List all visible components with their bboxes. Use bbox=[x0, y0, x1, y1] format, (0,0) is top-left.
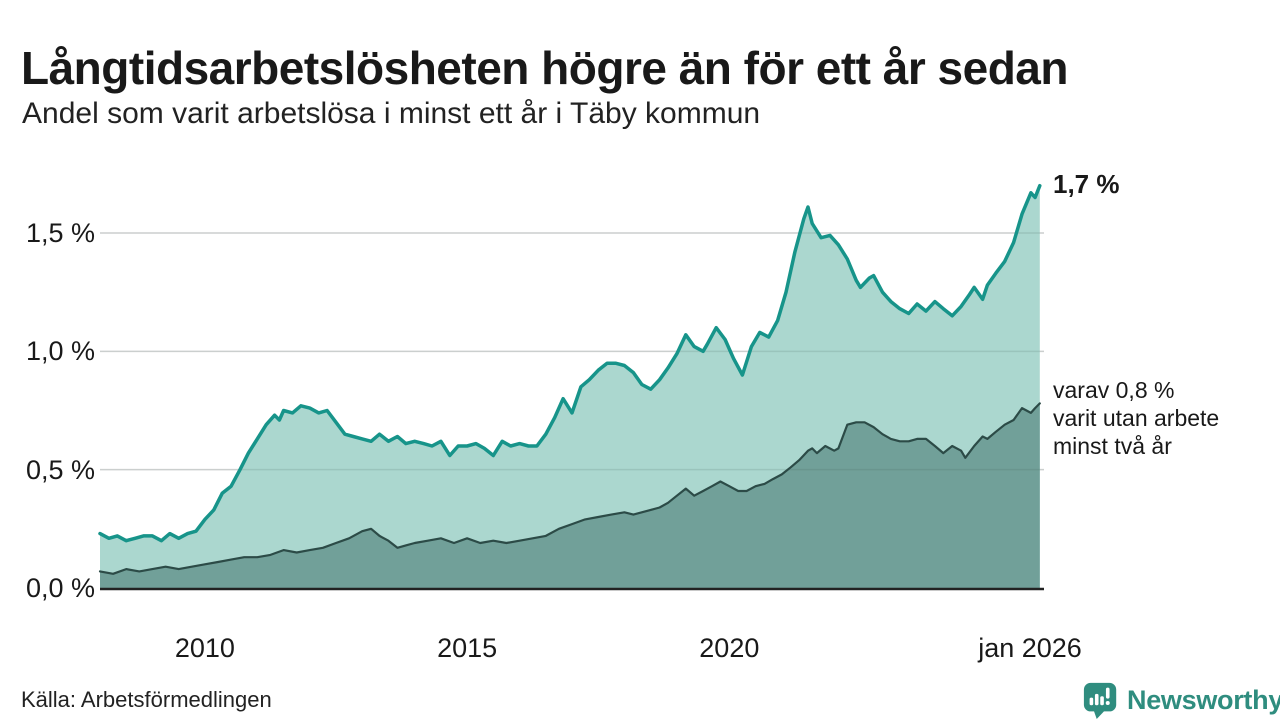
secondary-series-annotation: varav 0,8 % varit utan arbete minst två … bbox=[1053, 376, 1219, 460]
series-minst-tva-ar-area bbox=[100, 403, 1040, 588]
x-tick-label: 2020 bbox=[699, 633, 760, 663]
x-tick-label: jan 2026 bbox=[978, 633, 1082, 663]
secondary-annotation-line2: varit utan arbete bbox=[1053, 405, 1220, 431]
newsworthy-wordmark: Newsworthy bbox=[1127, 684, 1280, 715]
series-minst-ett-ar-line bbox=[98, 183, 1042, 543]
x-tick-label: 2010 bbox=[174, 633, 235, 663]
newsworthy-speech-bubble-bar-chart-icon bbox=[1083, 682, 1117, 719]
y-tick-label: 0,5 % bbox=[25, 454, 95, 485]
x-tick-label: 2015 bbox=[437, 633, 498, 663]
y-tick-label: 0,0 % bbox=[25, 573, 95, 603]
y-tick-label: 1,5 % bbox=[25, 218, 95, 248]
latest-value-annotation: 1,7 % bbox=[1053, 169, 1120, 199]
newsworthy-logo: Newsworthy bbox=[1082, 681, 1280, 719]
x-axis-labels: 2010 2015 2020 jan 2026 bbox=[0, 632, 1280, 672]
chart-title: Långtidsarbetslösheten högre än för ett … bbox=[21, 41, 1068, 94]
chart-subtitle: Andel som varit arbetslösa i minst ett å… bbox=[22, 97, 761, 130]
series-minst-tva-ar-line bbox=[98, 402, 1041, 575]
secondary-annotation-line3: minst två år bbox=[1053, 433, 1172, 459]
secondary-annotation-line1: varav 0,8 % bbox=[1053, 377, 1175, 403]
source-caption: Källa: Arbetsförmedlingen bbox=[21, 687, 272, 712]
y-tick-label: 1,0 % bbox=[25, 336, 95, 367]
